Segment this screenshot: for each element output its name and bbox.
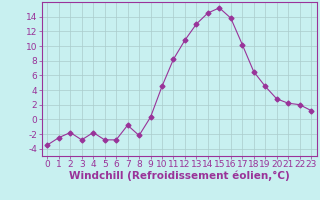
X-axis label: Windchill (Refroidissement éolien,°C): Windchill (Refroidissement éolien,°C) <box>69 171 290 181</box>
